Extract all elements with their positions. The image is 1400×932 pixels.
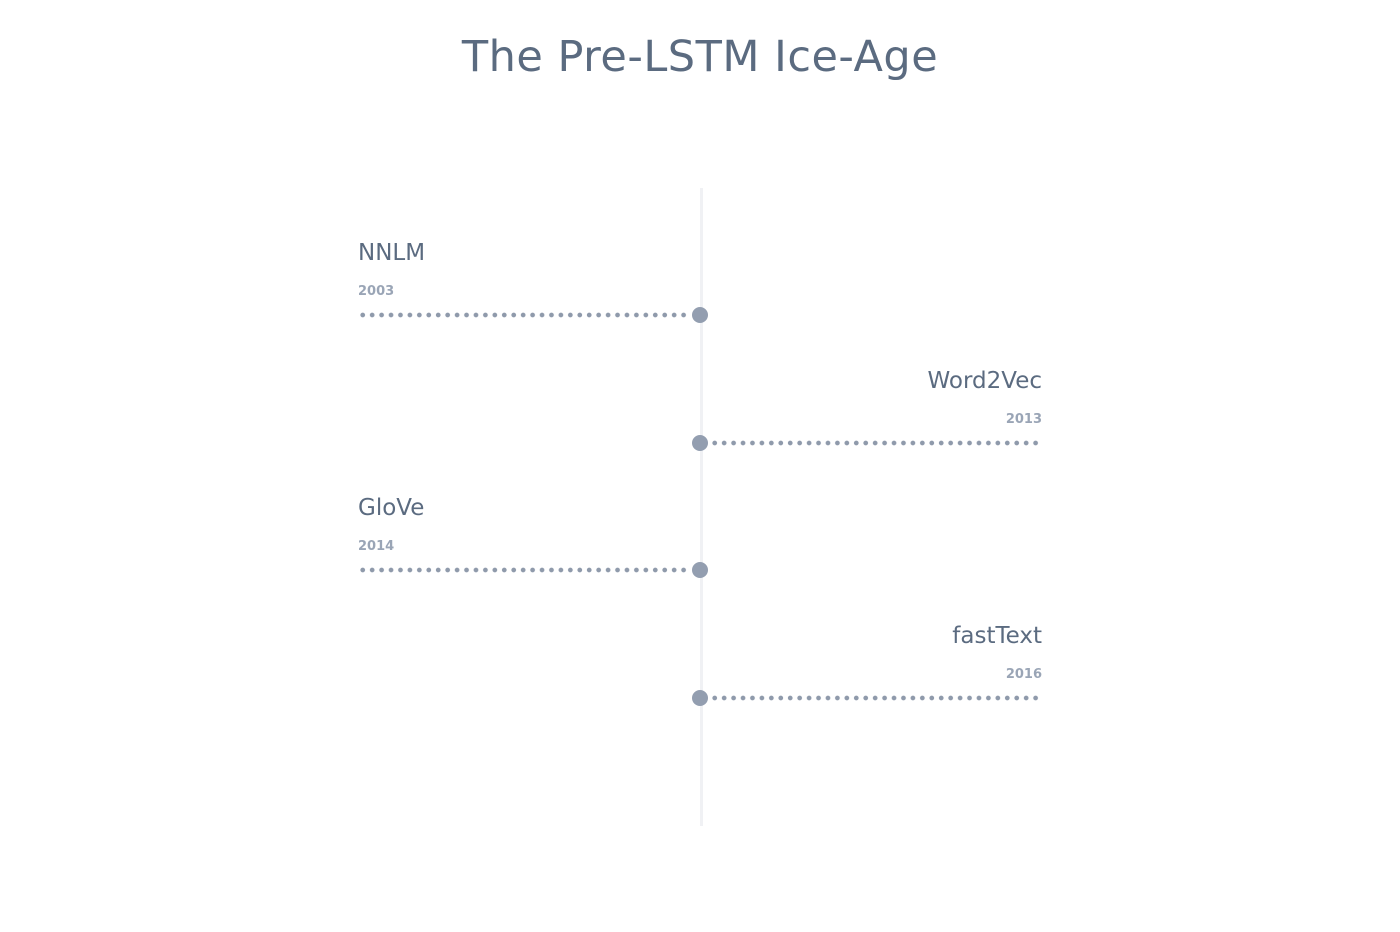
timeline-event-fasttext: fastText 2016: [692, 623, 1042, 713]
event-year: 2013: [1005, 412, 1042, 427]
dotted-connector: [710, 695, 1042, 701]
timeline-event-word2vec: Word2Vec 2013: [692, 368, 1043, 458]
timeline-node: [692, 307, 708, 323]
timeline-node: [692, 562, 708, 578]
event-name: NNLM: [358, 240, 426, 266]
timeline-node: [692, 435, 708, 451]
timeline-event-glove: GloVe 2014: [358, 495, 708, 585]
dotted-connector: [358, 567, 690, 573]
timeline-axis: [700, 188, 703, 826]
timeline-node: [692, 690, 708, 706]
event-year: 2016: [1005, 667, 1042, 682]
dotted-connector: [358, 312, 690, 318]
event-year: 2003: [358, 284, 395, 299]
event-name: GloVe: [358, 495, 425, 521]
timeline-event-nnlm: NNLM 2003: [358, 240, 708, 330]
event-name: Word2Vec: [927, 368, 1043, 394]
event-year: 2014: [358, 539, 395, 554]
timeline-title: The Pre-LSTM Ice-Age: [461, 32, 939, 82]
dotted-connector: [710, 440, 1042, 446]
event-name: fastText: [952, 623, 1042, 649]
